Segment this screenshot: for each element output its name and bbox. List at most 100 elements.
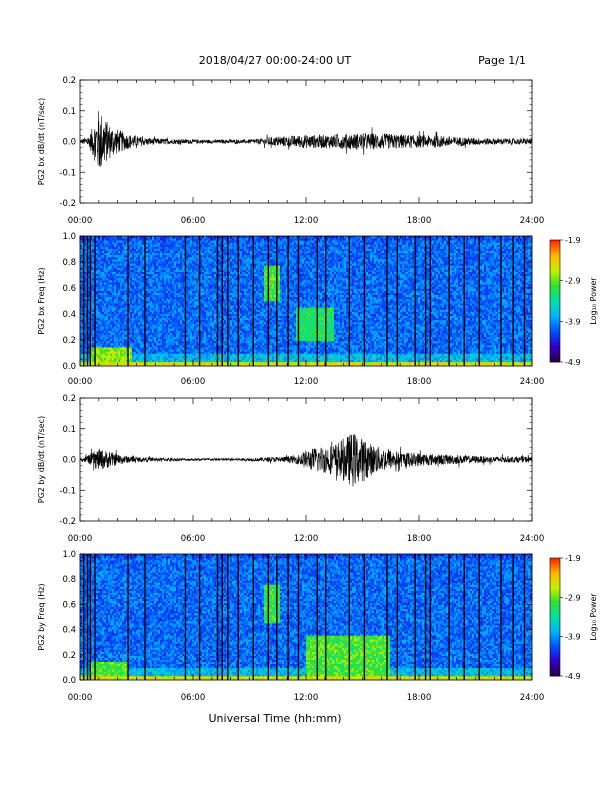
panel1-spectrogram-cell xyxy=(158,305,160,307)
panel1-spectrogram-cell xyxy=(122,307,124,309)
panel1-spectrogram-cell xyxy=(98,358,100,360)
panel1-spectrogram-cell xyxy=(156,341,158,343)
panel1-spectrogram-cell xyxy=(152,356,154,358)
panel1-spectrogram-cell xyxy=(186,307,188,309)
panel1-spectrogram-cell xyxy=(190,356,192,358)
panel1-spectrogram-cell xyxy=(156,309,158,311)
panel1-spectrogram-cell xyxy=(164,253,166,255)
panel1-spectrogram-cell xyxy=(190,293,192,295)
panel1-spectrogram-cell xyxy=(160,335,162,337)
panel1-spectrogram-cell xyxy=(146,335,148,337)
panel1-spectrogram-cell xyxy=(118,328,120,330)
panel1-spectrogram-cell xyxy=(156,299,158,301)
panel1-spectrogram-cell xyxy=(160,339,162,341)
panel1-spectrogram-cell xyxy=(138,267,140,269)
panel1-spectrogram-cell xyxy=(132,282,134,284)
panel1-spectrogram-cell xyxy=(174,246,176,248)
panel1-spectrogram-cell xyxy=(116,343,118,345)
panel1-spectrogram-cell xyxy=(120,314,122,316)
panel1-spectrogram-cell xyxy=(104,293,106,295)
panel1-spectrogram-cell xyxy=(160,253,162,255)
panel1-spectrogram-cell xyxy=(180,320,182,322)
panel1-spectrogram-cell xyxy=(92,314,94,316)
panel1-spectrogram-cell xyxy=(176,330,178,332)
panel1-spectrogram-cell xyxy=(102,299,104,301)
panel1-spectrogram-cell xyxy=(122,328,124,330)
panel1-spectrogram-cell xyxy=(166,238,168,240)
panel1-spectrogram-cell xyxy=(152,259,154,261)
panel1-spectrogram-cell xyxy=(162,307,164,309)
panel1-spectrogram-cell xyxy=(158,307,160,309)
panel1-spectrogram-cell xyxy=(176,263,178,265)
panel1-spectrogram-cell xyxy=(186,253,188,255)
panel1-spectrogram-cell xyxy=(98,265,100,267)
panel1-spectrogram-cell xyxy=(196,330,198,332)
panel1-spectrogram-cell xyxy=(190,318,192,320)
panel1-spectrogram-cell xyxy=(186,278,188,280)
panel1-spectrogram-cell xyxy=(162,358,164,360)
panel1-spectrogram-cell xyxy=(96,330,98,332)
panel1-spectrogram-cell xyxy=(112,318,114,320)
panel1-spectrogram-cell xyxy=(114,301,116,303)
panel1-spectrogram-cell xyxy=(188,318,190,320)
panel1-spectrogram-cell xyxy=(150,278,152,280)
panel1-spectrogram-cell xyxy=(122,318,124,320)
panel1-spectrogram-cell xyxy=(172,301,174,303)
panel1-spectrogram-cell xyxy=(122,356,124,358)
panel1-spectrogram-cell xyxy=(116,244,118,246)
panel1-spectrogram-cell xyxy=(186,353,188,355)
panel1-spectrogram-cell xyxy=(160,303,162,305)
panel1-spectrogram-cell xyxy=(138,244,140,246)
panel1-spectrogram-cell xyxy=(140,351,142,353)
panel1-spectrogram-cell xyxy=(106,291,108,293)
panel1-spectrogram-cell xyxy=(134,246,136,248)
panel1-spectrogram-cell xyxy=(124,255,126,257)
panel1-spectrogram-cell xyxy=(140,244,142,246)
panel1-spectrogram-cell xyxy=(188,242,190,244)
panel1-spectrogram-cell xyxy=(96,270,98,272)
panel1-spectrogram-cell xyxy=(162,353,164,355)
panel1-spectrogram-cell xyxy=(110,280,112,282)
panel0-x-tick-label: 12:00 xyxy=(294,216,319,226)
panel1-spectrogram-cell xyxy=(162,314,164,316)
panel1-spectrogram-cell xyxy=(154,324,156,326)
panel1-spectrogram-cell xyxy=(168,320,170,322)
panel1-spectrogram-cell xyxy=(182,324,184,326)
panel1-spectrogram-cell xyxy=(96,305,98,307)
panel1-spectrogram-cell xyxy=(140,307,142,309)
panel1-spectrogram-cell xyxy=(142,282,144,284)
panel1-spectrogram-cell xyxy=(102,360,104,362)
panel1-spectrogram-cell xyxy=(158,349,160,351)
panel1-spectrogram-cell xyxy=(160,360,162,362)
panel1-spectrogram-cell xyxy=(116,274,118,276)
panel1-spectrogram-cell xyxy=(108,356,110,358)
panel1-spectrogram-cell xyxy=(102,265,104,267)
panel1-spectrogram-cell xyxy=(150,307,152,309)
panel1-spectrogram-cell xyxy=(192,349,194,351)
panel1-spectrogram-cell xyxy=(122,291,124,293)
panel1-spectrogram-cell xyxy=(180,295,182,297)
panel1-spectrogram-cell xyxy=(156,280,158,282)
panel1-spectrogram-cell xyxy=(148,314,150,316)
panel1-spectrogram-cell xyxy=(114,330,116,332)
panel1-spectrogram-cell xyxy=(130,257,132,259)
panel1-spectrogram-cell xyxy=(124,345,126,347)
panel1-spectrogram-cell xyxy=(178,282,180,284)
panel1-spectrogram-cell xyxy=(154,288,156,290)
panel1-spectrogram-cell xyxy=(108,358,110,360)
panel1-spectrogram-cell xyxy=(158,251,160,253)
panel1-spectrogram-cell xyxy=(192,242,194,244)
panel1-spectrogram-cell xyxy=(142,320,144,322)
panel1-spectrogram-cell xyxy=(186,349,188,351)
panel1-spectrogram-cell xyxy=(196,282,198,284)
panel1-spectrogram-cell xyxy=(120,303,122,305)
panel1-spectrogram-cell xyxy=(108,246,110,248)
panel1-spectrogram-cell xyxy=(152,330,154,332)
panel1-spectrogram-cell xyxy=(152,341,154,343)
panel1-spectrogram-cell xyxy=(152,360,154,362)
panel1-spectrogram-cell xyxy=(202,314,204,316)
panel1-spectrogram-cell xyxy=(172,307,174,309)
panels: 0.20.10.0-0.1-0.200:0006:0012:0018:0024:… xyxy=(37,76,598,703)
panel1-spectrogram-cell xyxy=(172,244,174,246)
panel1-spectrogram-cell xyxy=(124,278,126,280)
